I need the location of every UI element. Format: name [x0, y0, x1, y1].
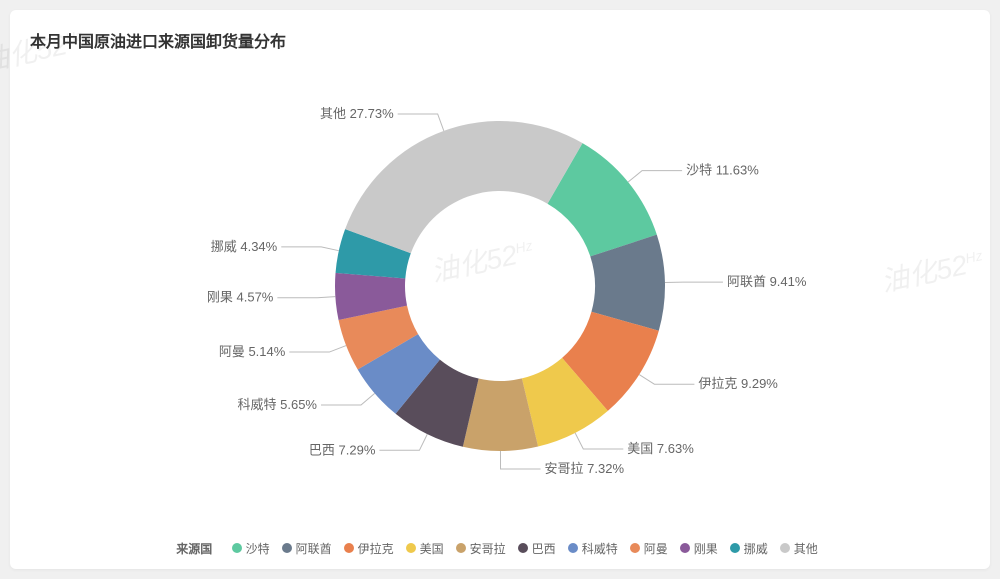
legend-item[interactable]: 伊拉克 [344, 540, 394, 557]
slice-label: 阿联酋 9.41% [727, 274, 807, 289]
leader-line [398, 114, 444, 131]
legend-item[interactable]: 安哥拉 [456, 540, 506, 557]
legend-swatch [456, 543, 466, 553]
leader-line [321, 393, 375, 405]
slice-label: 科威特 5.65% [238, 397, 318, 412]
leader-line [500, 451, 540, 469]
legend-title: 来源国 [176, 542, 212, 556]
legend-label: 阿联酋 [296, 540, 332, 557]
leader-line [379, 434, 427, 450]
legend-swatch [518, 543, 528, 553]
legend: 来源国 沙特 阿联酋 伊拉克 美国 安哥拉 巴西 科威特 阿曼 刚果 挪威 其他 [10, 540, 990, 558]
legend-swatch [344, 543, 354, 553]
legend-item[interactable]: 科威特 [568, 540, 618, 557]
legend-label: 沙特 [246, 540, 270, 557]
legend-label: 挪威 [744, 540, 768, 557]
slice-label: 美国 7.63% [627, 441, 694, 456]
leader-line [281, 247, 339, 251]
legend-item[interactable]: 阿曼 [630, 540, 668, 557]
slice-label: 伊拉克 9.29% [698, 376, 778, 391]
legend-label: 安哥拉 [470, 540, 506, 557]
slice-label: 挪威 4.34% [211, 239, 278, 254]
slice-label: 刚果 4.57% [207, 290, 274, 305]
legend-swatch [282, 543, 292, 553]
legend-swatch [730, 543, 740, 553]
donut-slice[interactable] [345, 121, 582, 253]
legend-label: 其他 [794, 540, 818, 557]
legend-swatch [232, 543, 242, 553]
slice-label: 巴西 7.29% [309, 442, 376, 457]
slice-label: 阿曼 5.14% [219, 344, 286, 359]
legend-item[interactable]: 其他 [780, 540, 818, 557]
legend-item[interactable]: 沙特 [232, 540, 270, 557]
leader-line [289, 346, 346, 352]
legend-item[interactable]: 阿联酋 [282, 540, 332, 557]
legend-item[interactable]: 刚果 [680, 540, 718, 557]
legend-item[interactable]: 美国 [406, 540, 444, 557]
legend-swatch [406, 543, 416, 553]
leader-line [575, 433, 623, 449]
donut-chart: 沙特 11.63% 阿联酋 9.41% 伊拉克 9.29% 美国 7.63%安哥拉 7… [10, 10, 990, 569]
legend-swatch [680, 543, 690, 553]
leader-line [628, 171, 682, 182]
legend-label: 阿曼 [644, 540, 668, 557]
slice-label: 安哥拉 7.32% [545, 461, 625, 476]
legend-swatch [780, 543, 790, 553]
legend-item[interactable]: 挪威 [730, 540, 768, 557]
legend-swatch [630, 543, 640, 553]
legend-label: 巴西 [532, 540, 556, 557]
legend-swatch [568, 543, 578, 553]
legend-label: 伊拉克 [358, 540, 394, 557]
legend-label: 美国 [420, 540, 444, 557]
legend-label: 科威特 [582, 540, 618, 557]
chart-card: 本月中国原油进口来源国卸货量分布 沙特 11.63%阿联酋 9.41%伊拉克 9… [10, 10, 990, 569]
legend-item[interactable]: 巴西 [518, 540, 556, 557]
leader-line [277, 297, 335, 298]
leader-line [639, 375, 694, 385]
slice-label: 其他 27.73% [320, 106, 394, 121]
slice-label: 沙特 11.63% [686, 163, 759, 178]
legend-label: 刚果 [694, 540, 718, 557]
